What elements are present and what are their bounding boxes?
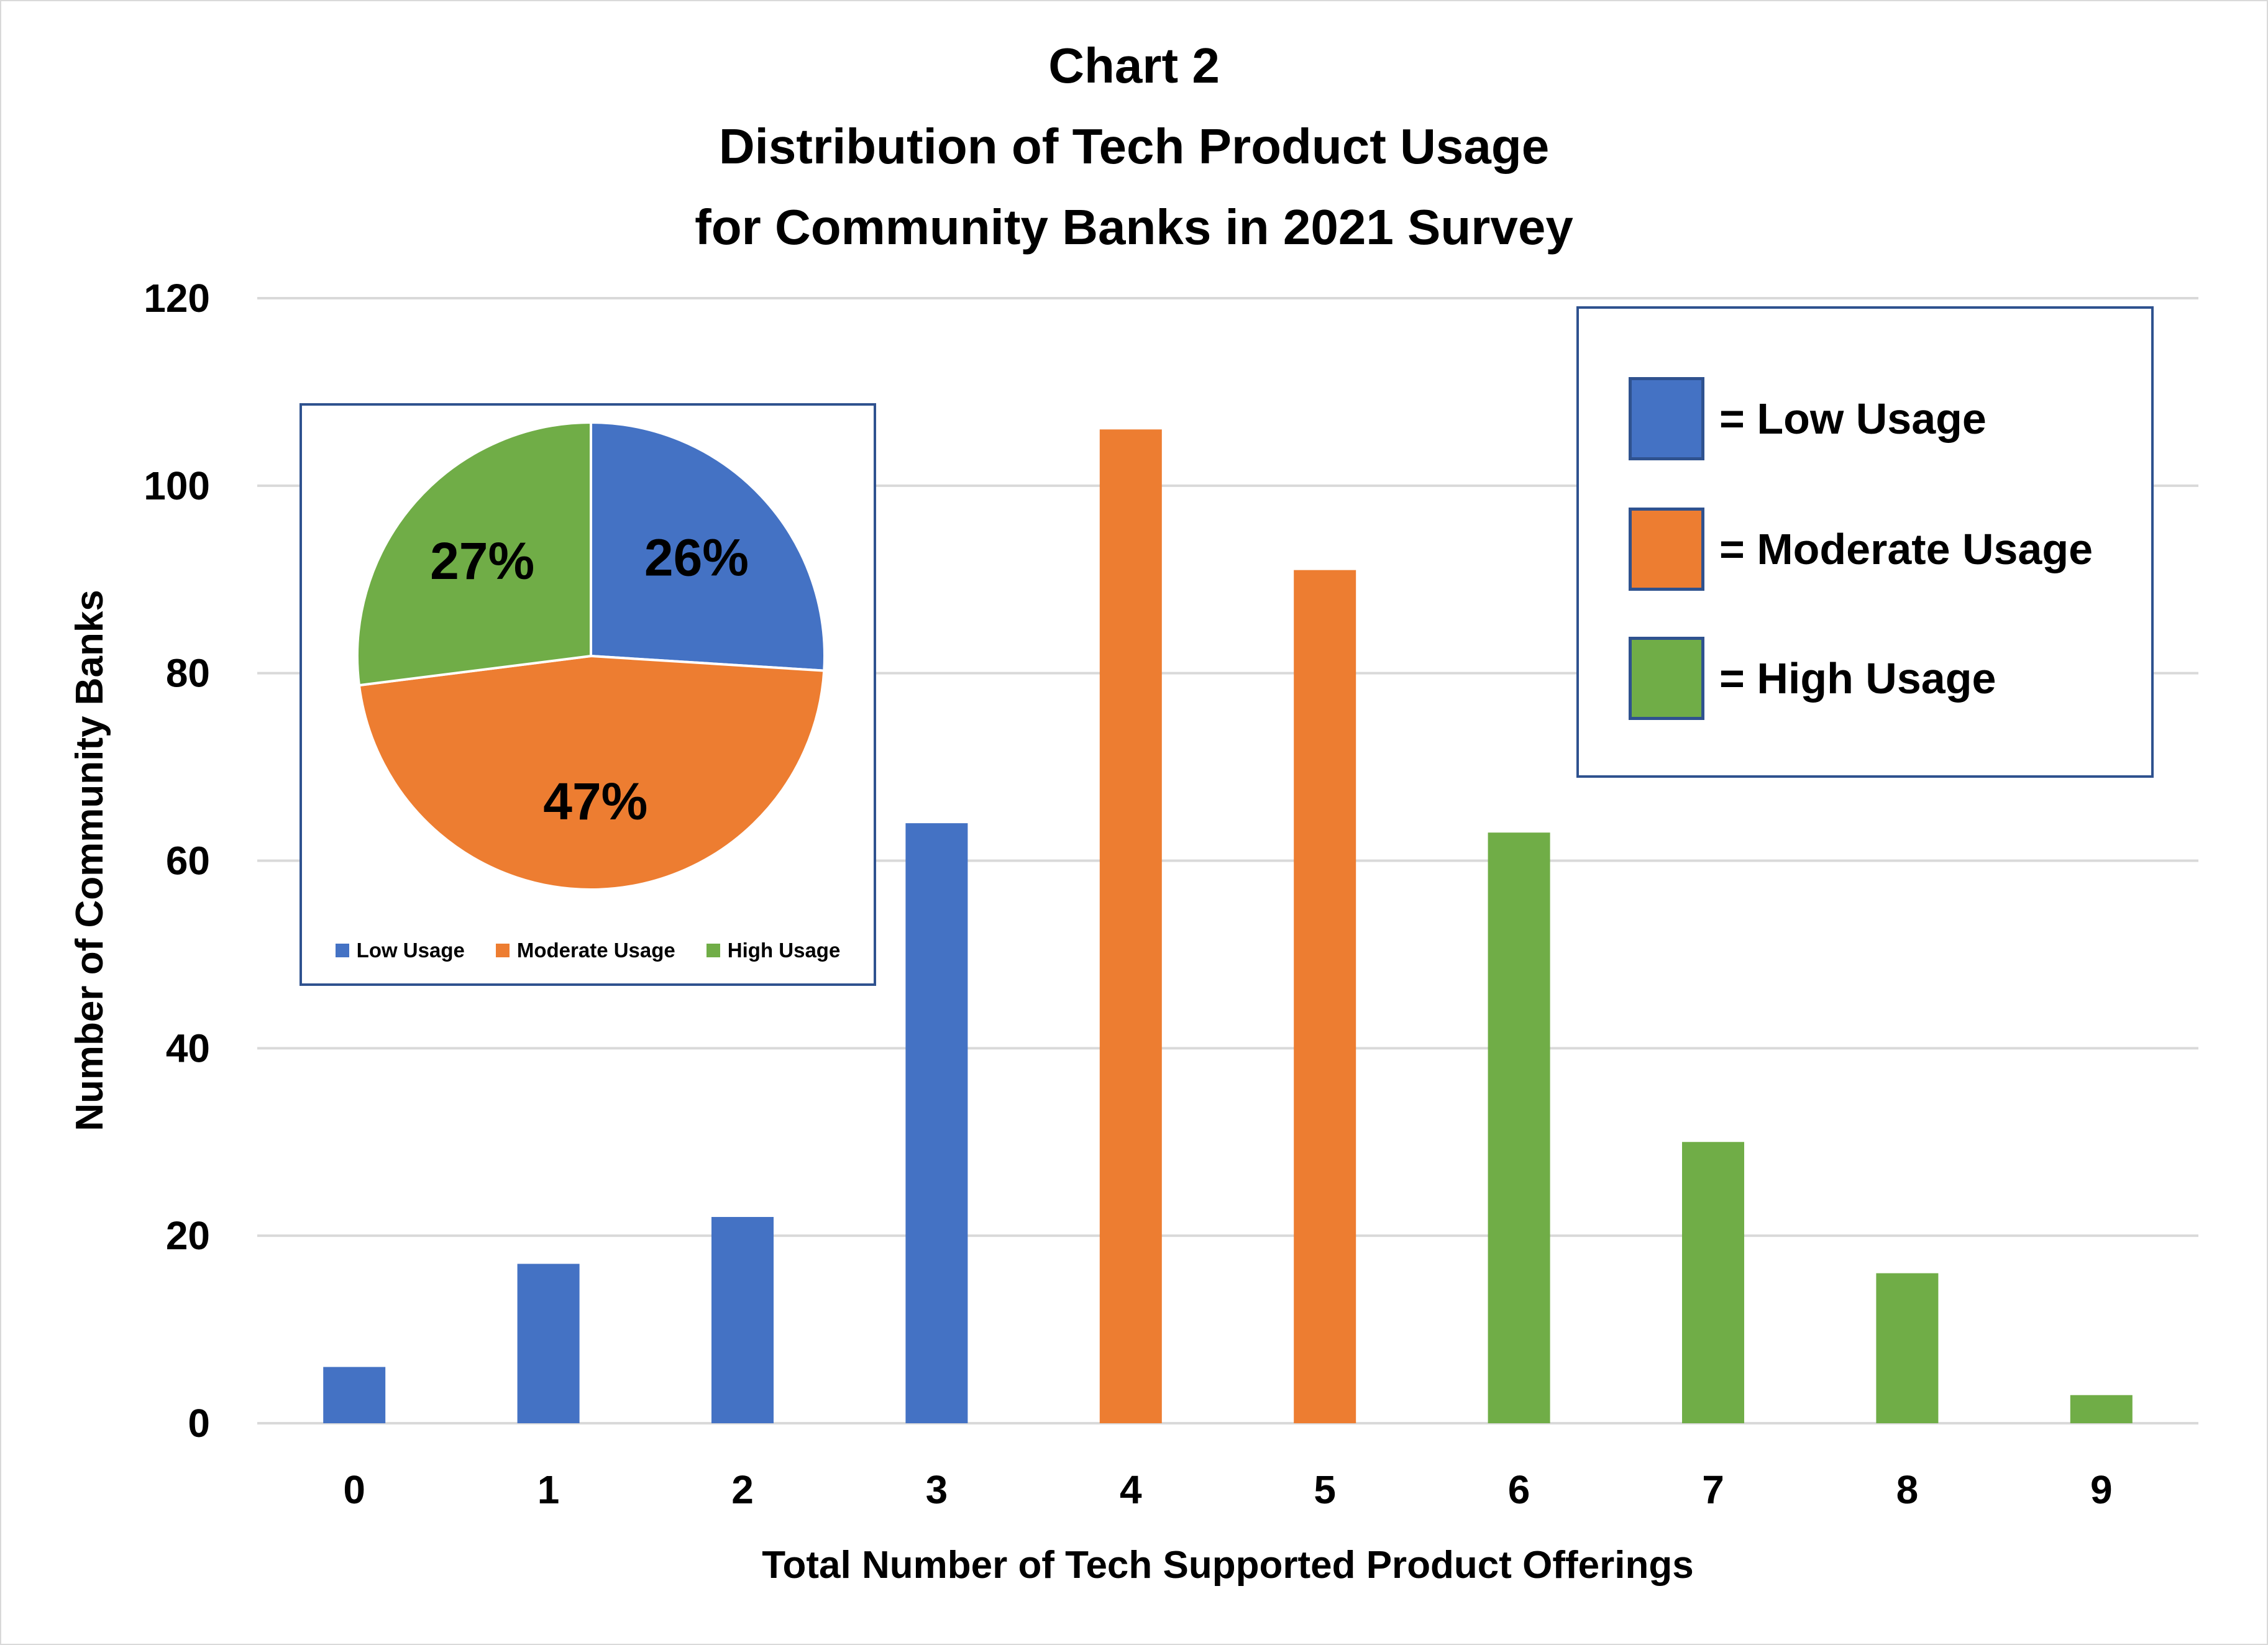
pie-legend-label: Low Usage — [356, 939, 465, 962]
x-tick-label: 3 — [926, 1467, 948, 1512]
y-tick-label: 100 — [144, 463, 210, 508]
x-tick-label: 0 — [343, 1467, 365, 1512]
pie-slice-moderate — [357, 654, 826, 891]
bar-7 — [1682, 1142, 1744, 1423]
x-tick-label: 2 — [731, 1467, 754, 1512]
y-tick-label: 0 — [188, 1401, 210, 1446]
bar-0 — [323, 1367, 386, 1423]
x-tick-label: 5 — [1314, 1467, 1336, 1512]
legend-box: = Low Usage = Moderate Usage = High Usag… — [1576, 306, 2154, 778]
legend-item-low: = Low Usage — [1629, 377, 1987, 460]
pie-slice-high — [356, 421, 592, 687]
x-tick-label: 8 — [1896, 1467, 1919, 1512]
pie-chart: 26% 47% 27% — [356, 421, 826, 891]
pie-legend-item-low: Low Usage — [335, 939, 465, 962]
pie-legend-swatch — [706, 944, 720, 957]
pie-legend-swatch — [495, 944, 510, 957]
bar-1 — [517, 1264, 580, 1423]
y-tick-label: 120 — [144, 276, 210, 321]
chart-title-line-1: Chart 2 — [1048, 38, 1220, 93]
bar-8 — [1876, 1273, 1939, 1423]
pie-legend-item-high: High Usage — [706, 939, 841, 962]
bar-5 — [1294, 570, 1356, 1423]
legend-label-low: = Low Usage — [1719, 394, 1987, 443]
bar-3 — [905, 823, 968, 1423]
legend-item-moderate: = Moderate Usage — [1629, 508, 2093, 591]
x-tick-label: 7 — [1702, 1467, 1724, 1512]
bar-9 — [2070, 1395, 2133, 1423]
chart-title-line-2: Distribution of Tech Product Usage — [718, 119, 1550, 174]
pie-data-label-moderate: 47% — [543, 772, 647, 831]
x-axis-title: Total Number of Tech Supported Product O… — [762, 1544, 1694, 1587]
chart-title-line-3: for Community Banks in 2021 Survey — [695, 199, 1573, 255]
legend-item-high: = High Usage — [1629, 637, 1996, 720]
pie-data-label-low: 26% — [644, 528, 749, 586]
y-tick-label: 80 — [166, 651, 210, 696]
pie-legend: Low Usage Moderate Usage High Usage — [302, 939, 874, 962]
pie-legend-label: Moderate Usage — [516, 939, 675, 962]
pie-data-label-high: 27% — [430, 532, 534, 590]
legend-label-moderate: = Moderate Usage — [1719, 525, 2093, 573]
pie-legend-label: High Usage — [727, 939, 841, 962]
y-tick-label: 60 — [166, 839, 210, 883]
pie-inset: 26% 47% 27% Low Usage Moderate Usage High Us… — [300, 403, 876, 986]
bar-2 — [711, 1216, 774, 1423]
legend-swatch-high — [1629, 637, 1704, 720]
y-tick-label: 20 — [166, 1213, 210, 1258]
x-tick-label: 9 — [2090, 1467, 2113, 1512]
bar-4 — [1099, 429, 1162, 1423]
y-tick-label: 40 — [166, 1026, 210, 1070]
x-tick-label: 1 — [537, 1467, 560, 1512]
legend-swatch-moderate — [1629, 508, 1704, 591]
y-axis-title: Number of Community Banks — [68, 590, 111, 1131]
pie-legend-swatch — [335, 944, 349, 957]
x-tick-label: 4 — [1120, 1467, 1142, 1512]
pie-legend-item-moderate: Moderate Usage — [495, 939, 675, 962]
bar-6 — [1488, 832, 1550, 1423]
legend-label-high: = High Usage — [1719, 654, 1996, 703]
x-tick-label: 6 — [1508, 1467, 1530, 1512]
legend-swatch-low — [1629, 377, 1704, 460]
pie-slice-low — [590, 421, 826, 672]
